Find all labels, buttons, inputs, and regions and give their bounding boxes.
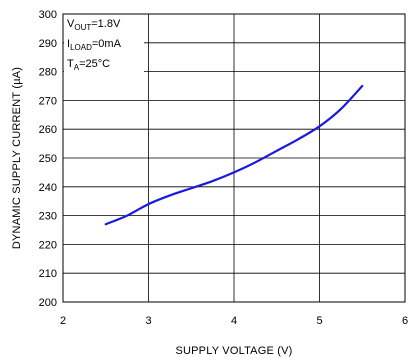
legend-iload-value: =0mA	[92, 38, 122, 50]
y-tick-label: 240	[39, 182, 57, 194]
x-axis-ticks: 2 3 4 5 6	[60, 315, 408, 327]
series-line	[104, 84, 364, 226]
y-tick-label: 270	[39, 95, 57, 107]
legend-ta: TA=25°C	[67, 58, 110, 72]
y-tick-label: 260	[39, 124, 57, 136]
x-tick-label: 4	[231, 315, 237, 327]
legend-vout-sub: OUT	[74, 23, 91, 32]
y-axis-ticks: 200 210 220 230 240 250 260 270 280 290 300	[39, 9, 57, 309]
y-tick-label: 200	[39, 297, 57, 309]
legend-vout: VOUT=1.8V	[67, 18, 121, 32]
y-tick-label: 250	[39, 153, 57, 165]
legend-box	[64, 15, 144, 73]
legend-vout-main: V	[67, 18, 75, 30]
x-tick-label: 5	[316, 315, 322, 327]
y-tick-label: 280	[39, 67, 57, 79]
legend-iload-main: I	[67, 38, 70, 50]
legend-iload: ILOAD=0mA	[67, 38, 122, 52]
x-tick-label: 2	[60, 315, 66, 327]
y-tick-label: 230	[39, 211, 57, 223]
y-tick-label: 210	[39, 268, 57, 280]
legend-vout-value: =1.8V	[91, 18, 121, 30]
x-axis-title: SUPPLY VOLTAGE (V)	[175, 345, 292, 357]
y-tick-label: 300	[39, 9, 57, 21]
legend-ta-main: T	[67, 58, 74, 70]
y-axis-title: DYNAMIC SUPPLY CURRENT (µA)	[11, 67, 23, 249]
y-tick-label: 290	[39, 38, 57, 50]
legend-iload-sub: LOAD	[70, 43, 92, 52]
y-tick-label: 220	[39, 239, 57, 251]
x-tick-label: 3	[145, 315, 151, 327]
legend-ta-value: =25°C	[79, 58, 110, 70]
x-tick-label: 6	[402, 315, 408, 327]
legend-ta-sub: A	[74, 63, 80, 72]
